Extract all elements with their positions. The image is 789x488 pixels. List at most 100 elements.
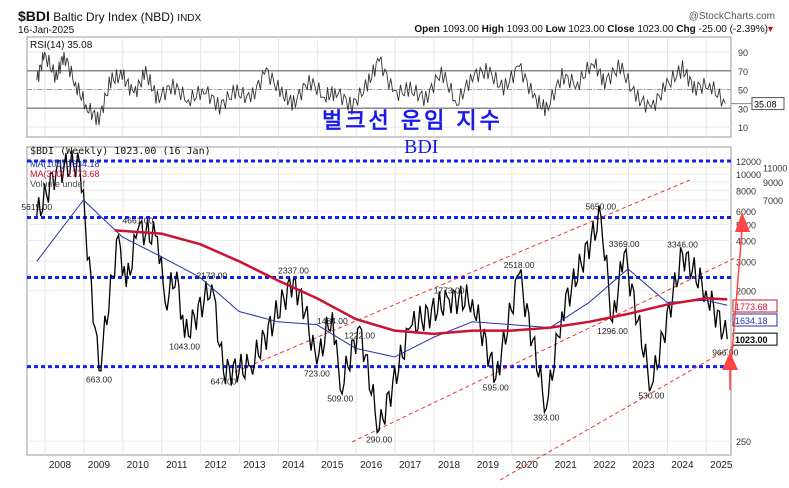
rsi-value-label: 35.08: [754, 100, 777, 110]
price-point-label: 595.00: [483, 382, 509, 392]
x-tick-label: 2012: [204, 460, 227, 471]
ma300-value-label: 1773.68: [735, 302, 768, 312]
price-title: $BDI (Weekly) 1023.00 (16 Jan): [30, 146, 211, 157]
open-value: 1093.00: [442, 24, 479, 35]
x-tick-label: 2010: [127, 460, 150, 471]
x-tick-label: 2023: [632, 460, 655, 471]
close-value: 1023.00: [637, 24, 674, 35]
price-tick-label: 2000: [736, 287, 756, 297]
price-tick-label: 250: [736, 437, 751, 447]
x-tick-label: 2008: [49, 460, 72, 471]
x-tick-label: 2011: [166, 460, 188, 471]
x-tick-label: 2017: [399, 460, 422, 471]
price-tick-label: 6000: [736, 207, 756, 217]
rsi-title: RSI(14) 35.08: [30, 40, 93, 51]
rsi-tick-label: 70: [738, 67, 748, 77]
x-tick-label: 2022: [593, 460, 616, 471]
rsi-tick-label: 30: [738, 104, 748, 114]
price-point-label: 3346.00: [667, 239, 698, 249]
trend-channel-line: [499, 344, 736, 481]
legend-ma100: MA(100) 1634.18: [30, 159, 100, 169]
open-label: Open: [414, 24, 440, 35]
x-tick-label: 2015: [321, 460, 344, 471]
price-point-label: 4661.00: [123, 215, 154, 225]
trend-channel-line: [234, 179, 691, 373]
x-tick-label: 2020: [516, 460, 539, 471]
chg-label: Chg: [676, 24, 696, 35]
exchange: INDX: [177, 13, 202, 24]
chg-value: -25.00 (-2.39%): [698, 24, 768, 35]
low-label: Low: [545, 24, 566, 35]
price-tick-label: 4000: [736, 236, 756, 246]
x-tick-label: 2013: [243, 460, 266, 471]
ma100-value-label-box: [732, 313, 778, 327]
rsi-tick-label: 50: [738, 86, 748, 96]
price-point-label: 1773.00: [434, 285, 465, 295]
price-tick-label: 10000: [736, 170, 761, 180]
price-point-label: 3369.00: [609, 239, 640, 249]
price-point-label: 2518.00: [504, 260, 535, 270]
price-point-label: 1222.00: [344, 330, 375, 340]
index-name: Baltic Dry Index (NBD): [53, 10, 174, 24]
rsi-line: [36, 51, 726, 126]
x-tick-label: 2021: [555, 460, 578, 471]
price-point-label: 2173.00: [196, 271, 227, 281]
x-tick-label: 2024: [671, 460, 694, 471]
price-tick-label: 7000: [763, 196, 783, 206]
legend-ma300: MA(300) 1773.68: [30, 169, 100, 179]
x-tick-label: 2019: [477, 460, 500, 471]
arrow-up-icon: [722, 352, 738, 370]
price-point-label: 2337.00: [278, 265, 309, 275]
low-value: 1023.00: [568, 24, 605, 35]
korean-annotation: 벌크선 운임 지수: [322, 108, 503, 133]
price-tick-label: 11000: [763, 163, 787, 173]
price-panel: [26, 146, 732, 456]
close-value-label: 1023.00: [735, 335, 768, 345]
price-tick-label: 8000: [736, 186, 756, 196]
price-point-label: 5650.00: [585, 202, 616, 212]
brand: @StockCharts.com: [688, 11, 775, 22]
price-point-label: 509.00: [327, 394, 353, 404]
chart-title: $BDI Baltic Dry Index (NBD) INDX: [18, 8, 201, 24]
ma100-line: [36, 199, 728, 358]
price-point-label: 1043.00: [169, 342, 200, 352]
close-label: Close: [607, 24, 635, 35]
x-tick-label: 2016: [360, 460, 383, 471]
x-tick-label: 2014: [282, 460, 305, 471]
price-point-label: 966.00: [712, 347, 738, 357]
symbol: $BDI: [18, 8, 50, 24]
x-tick-label: 2018: [438, 460, 461, 471]
price-point-label: 647.00: [210, 376, 236, 386]
x-tick-label: 2025: [710, 460, 733, 471]
down-arrow-icon: ▾: [767, 24, 773, 35]
price-point-label: 663.00: [86, 375, 112, 385]
high-value: 1093.00: [506, 24, 543, 35]
rsi-tick-label: 90: [738, 48, 748, 58]
chart-date: 16-Jan-2025: [18, 25, 75, 36]
arrow-up-icon: [735, 212, 750, 232]
ma300-line: [114, 229, 728, 336]
rsi-tick-label: 10: [738, 123, 748, 133]
price-point-label: 5615.00: [21, 202, 52, 212]
trend-channel-line: [351, 257, 736, 443]
price-point-label: 1484.00: [317, 316, 348, 326]
ma300-value-label-box: [732, 299, 778, 313]
x-tick-label: 2009: [88, 460, 111, 471]
price-point-label: 1296.00: [597, 326, 628, 336]
price-point-label: 393.00: [533, 412, 559, 422]
target-arrow-line: [729, 229, 743, 379]
price-point-label: 290.00: [366, 434, 392, 444]
ohlc-bar: Open 1093.00 High 1093.00 Low 1023.00 Cl…: [414, 24, 773, 35]
high-label: High: [481, 24, 504, 35]
rsi-panel: [26, 36, 732, 138]
price-tick-label: 9000: [763, 178, 783, 188]
price-point-label: 723.00: [304, 368, 330, 378]
ma100-value-label: 1634.18: [735, 316, 768, 326]
legend-volume: Volume undef: [30, 179, 86, 189]
price-point-label: 530.00: [638, 391, 664, 401]
price-tick-label: 12000: [736, 157, 761, 167]
price-tick-label: 3000: [736, 257, 756, 267]
rsi-value-box: [751, 97, 785, 111]
